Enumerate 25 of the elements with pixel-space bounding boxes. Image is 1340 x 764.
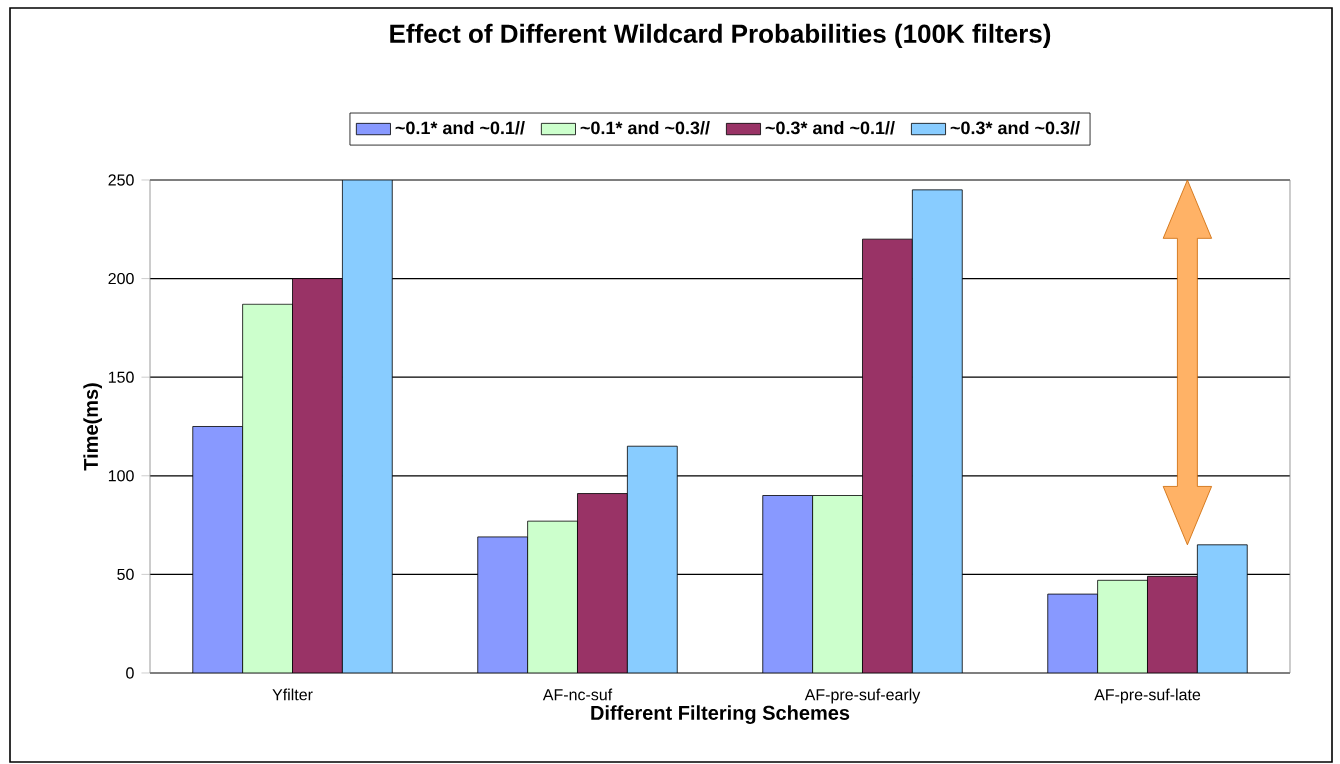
bar: [477, 536, 529, 673]
y-axis-title: Time(ms): [83, 383, 102, 471]
legend-label: ~0.3* and ~0.1//: [765, 121, 895, 135]
y-tick-label: 50: [117, 568, 134, 581]
legend-label: ~0.1* and ~0.1//: [395, 121, 525, 135]
y-tick-label: 200: [108, 272, 134, 285]
legend-label: ~0.3* and ~0.3//: [950, 121, 1080, 135]
legend-label: ~0.1* and ~0.3//: [580, 121, 710, 135]
bar: [192, 426, 244, 673]
chart-title: Effect of Different Wildcard Probabilities (100K filters): [390, 23, 1051, 49]
y-tick-label: 250: [108, 174, 134, 186]
x-tick-label: AF-nc-suf: [542, 688, 613, 701]
x-tick-label: AF-pre-suf-late: [1094, 688, 1201, 704]
y-tick-label: 100: [108, 470, 134, 482]
bar: [577, 493, 628, 673]
x-tick-label: AF-pre-suf-early: [804, 688, 921, 704]
bar: [762, 495, 814, 673]
x-axis-title: Different Filtering Schemes: [591, 705, 850, 724]
y-tick-label: 150: [108, 371, 134, 383]
x-tick-label: Yfilter: [272, 688, 313, 701]
bar: [862, 238, 913, 673]
bar: [1047, 593, 1099, 673]
y-tick-label: 0: [126, 667, 134, 679]
bar: [292, 278, 343, 673]
bar: [1147, 575, 1198, 673]
